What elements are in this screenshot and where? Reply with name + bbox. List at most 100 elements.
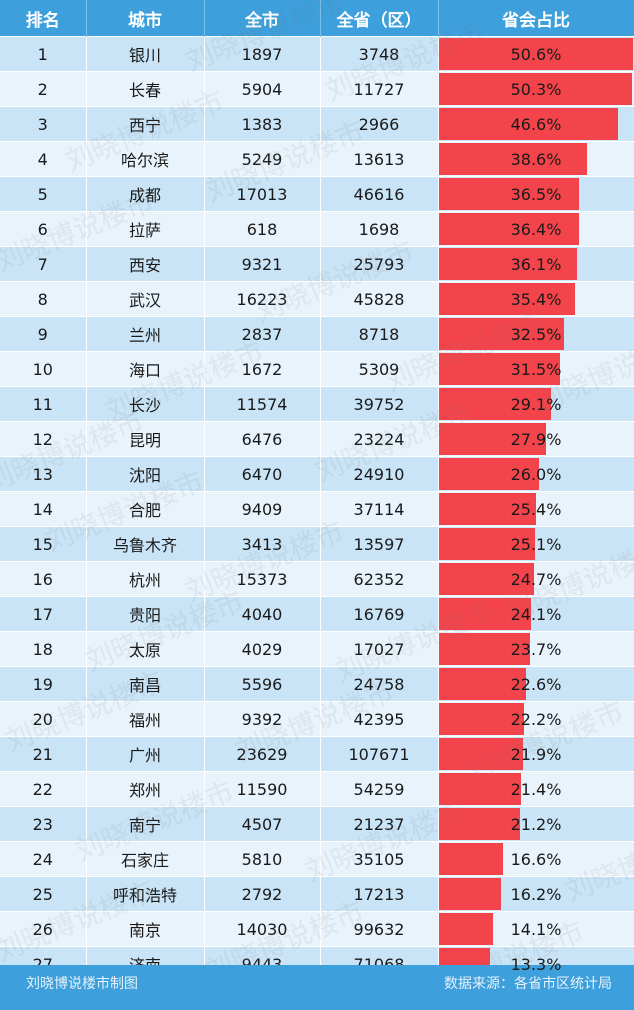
table-row: 7 西安 9321 25793 36.1% bbox=[0, 246, 634, 282]
province-total-cell: 8718 bbox=[320, 316, 439, 352]
share-label: 16.2% bbox=[510, 884, 562, 904]
city-total-cell: 5596 bbox=[204, 666, 321, 702]
share-bar bbox=[438, 73, 632, 105]
rank-cell: 6 bbox=[0, 211, 87, 247]
share-bar bbox=[438, 808, 520, 840]
province-total-cell: 2966 bbox=[320, 106, 439, 142]
share-cell: 31.5% bbox=[438, 351, 634, 387]
province-total-cell: 46616 bbox=[320, 176, 439, 212]
city-total-cell: 11590 bbox=[204, 771, 321, 807]
city-cell: 长春 bbox=[86, 71, 205, 107]
rank-cell: 15 bbox=[0, 526, 87, 562]
city-total-cell: 2837 bbox=[204, 316, 321, 352]
table-row: 26 南京 14030 99632 14.1% bbox=[0, 911, 634, 947]
rank-cell: 1 bbox=[0, 36, 87, 72]
rank-cell: 12 bbox=[0, 421, 87, 457]
rank-cell: 20 bbox=[0, 701, 87, 737]
share-bar bbox=[438, 878, 501, 910]
share-cell: 21.2% bbox=[438, 806, 634, 842]
city-total-cell: 4040 bbox=[204, 596, 321, 632]
table-row: 1 银川 1897 3748 50.6% bbox=[0, 36, 634, 72]
city-cell: 西安 bbox=[86, 246, 205, 282]
share-label: 46.6% bbox=[510, 114, 562, 134]
city-total-cell: 5904 bbox=[204, 71, 321, 107]
share-label: 36.4% bbox=[510, 219, 562, 239]
city-cell: 兰州 bbox=[86, 316, 205, 352]
share-label: 21.2% bbox=[510, 814, 562, 834]
city-total-cell: 16223 bbox=[204, 281, 321, 317]
share-label: 36.1% bbox=[510, 254, 562, 274]
header-share: 省会占比 bbox=[438, 0, 634, 37]
province-total-cell: 16769 bbox=[320, 596, 439, 632]
share-bar bbox=[438, 563, 534, 595]
table-row: 23 南宁 4507 21237 21.2% bbox=[0, 806, 634, 842]
share-cell: 21.9% bbox=[438, 736, 634, 772]
city-total-cell: 618 bbox=[204, 211, 321, 247]
share-bar bbox=[438, 843, 503, 875]
city-cell: 西宁 bbox=[86, 106, 205, 142]
table-row: 25 呼和浩特 2792 17213 16.2% bbox=[0, 876, 634, 912]
share-cell: 32.5% bbox=[438, 316, 634, 352]
share-cell: 14.1% bbox=[438, 911, 634, 947]
city-total-cell: 9409 bbox=[204, 491, 321, 527]
city-cell: 太原 bbox=[86, 631, 205, 667]
rank-cell: 2 bbox=[0, 71, 87, 107]
province-total-cell: 3748 bbox=[320, 36, 439, 72]
share-cell: 24.7% bbox=[438, 561, 634, 597]
province-total-cell: 13613 bbox=[320, 141, 439, 177]
share-label: 13.3% bbox=[510, 954, 562, 974]
province-total-cell: 54259 bbox=[320, 771, 439, 807]
city-total-cell: 17013 bbox=[204, 176, 321, 212]
city-total-cell: 4507 bbox=[204, 806, 321, 842]
rank-cell: 18 bbox=[0, 631, 87, 667]
rank-cell: 14 bbox=[0, 491, 87, 527]
rank-cell: 10 bbox=[0, 351, 87, 387]
share-bar bbox=[438, 458, 539, 490]
header-rank: 排名 bbox=[0, 0, 87, 37]
city-cell: 杭州 bbox=[86, 561, 205, 597]
province-total-cell: 24910 bbox=[320, 456, 439, 492]
share-label: 24.1% bbox=[510, 604, 562, 624]
table-row: 5 成都 17013 46616 36.5% bbox=[0, 176, 634, 212]
table-row: 22 郑州 11590 54259 21.4% bbox=[0, 771, 634, 807]
footer-source: 数据来源：各省市区统计局 bbox=[444, 976, 612, 992]
rank-cell: 3 bbox=[0, 106, 87, 142]
city-total-cell: 5810 bbox=[204, 841, 321, 877]
rank-cell: 22 bbox=[0, 771, 87, 807]
province-total-cell: 11727 bbox=[320, 71, 439, 107]
share-label: 22.6% bbox=[510, 674, 562, 694]
share-label: 14.1% bbox=[510, 919, 562, 939]
table-row: 19 南昌 5596 24758 22.6% bbox=[0, 666, 634, 702]
share-bar bbox=[438, 633, 530, 665]
share-bar bbox=[438, 388, 551, 420]
share-label: 35.4% bbox=[510, 289, 562, 309]
city-total-cell: 6476 bbox=[204, 421, 321, 457]
city-cell: 成都 bbox=[86, 176, 205, 212]
city-total-cell: 4029 bbox=[204, 631, 321, 667]
table-row: 15 乌鲁木齐 3413 13597 25.1% bbox=[0, 526, 634, 562]
rank-cell: 26 bbox=[0, 911, 87, 947]
rank-cell: 8 bbox=[0, 281, 87, 317]
share-label: 21.4% bbox=[510, 779, 562, 799]
share-bar bbox=[438, 528, 535, 560]
table-row: 16 杭州 15373 62352 24.7% bbox=[0, 561, 634, 597]
rank-cell: 16 bbox=[0, 561, 87, 597]
city-total-cell: 1897 bbox=[204, 36, 321, 72]
share-bar bbox=[438, 773, 521, 805]
rank-cell: 25 bbox=[0, 876, 87, 912]
province-total-cell: 35105 bbox=[320, 841, 439, 877]
city-cell: 贵阳 bbox=[86, 596, 205, 632]
share-bar bbox=[438, 108, 618, 140]
rank-cell: 21 bbox=[0, 736, 87, 772]
city-total-cell: 9392 bbox=[204, 701, 321, 737]
city-cell: 郑州 bbox=[86, 771, 205, 807]
share-cell: 16.6% bbox=[438, 841, 634, 877]
share-bar bbox=[438, 178, 579, 210]
footer: 刘晓博说楼市制图 数据来源：各省市区统计局 bbox=[0, 965, 634, 1000]
share-cell: 16.2% bbox=[438, 876, 634, 912]
city-cell: 合肥 bbox=[86, 491, 205, 527]
rank-cell: 9 bbox=[0, 316, 87, 352]
province-total-cell: 107671 bbox=[320, 736, 439, 772]
city-cell: 石家庄 bbox=[86, 841, 205, 877]
table-row: 24 石家庄 5810 35105 16.6% bbox=[0, 841, 634, 877]
